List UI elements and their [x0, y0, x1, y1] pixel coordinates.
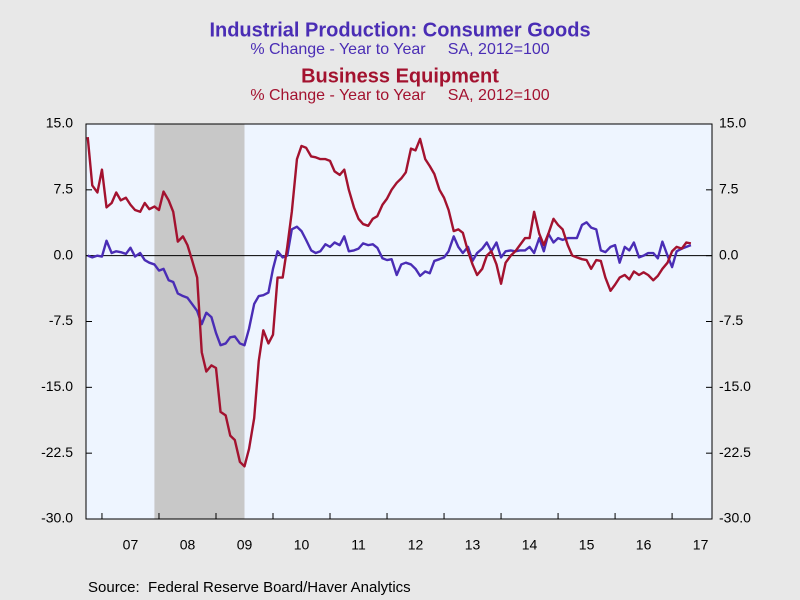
legend-subtitle: % Change - Year to Year SA, 2012=100	[250, 87, 549, 104]
legend-title: Industrial Production: Consumer Goods	[209, 19, 590, 41]
x-tick-label: 10	[294, 537, 310, 553]
plot-frame	[85, 123, 713, 520]
x-tick-label: 15	[579, 537, 595, 553]
y-tick-label: 15.0	[46, 115, 73, 131]
y-tick-label: 0.0	[54, 246, 74, 262]
series-line	[87, 221, 692, 347]
y2-tick-label: -15.0	[719, 378, 751, 394]
series-line	[86, 137, 692, 468]
y2-tick-label: -22.5	[719, 444, 751, 460]
x-tick-label: 14	[522, 537, 538, 553]
y-tick-label: -15.0	[41, 378, 73, 394]
y-tick-label: -30.0	[41, 510, 73, 526]
x-tick-label: 12	[408, 537, 424, 553]
x-tick-label: 08	[180, 537, 196, 553]
y-tick-label: 7.5	[54, 181, 74, 197]
x-tick-label: 16	[636, 537, 652, 553]
x-tick-label: 09	[237, 537, 253, 553]
source-note: Source: Federal Reserve Board/Haver Anal…	[88, 579, 411, 596]
x-tick-label: 07	[123, 537, 139, 553]
legend-title: Business Equipment	[301, 65, 499, 87]
y2-tick-label: -7.5	[719, 312, 743, 328]
x-tick-label: 11	[351, 537, 366, 553]
y-tick-label: -7.5	[49, 312, 73, 328]
legend-subtitle: % Change - Year to Year SA, 2012=100	[250, 41, 549, 58]
y2-tick-label: -30.0	[719, 510, 751, 526]
y2-tick-label: 0.0	[719, 246, 739, 262]
x-tick-label: 17	[693, 537, 709, 553]
x-tick-label: 13	[465, 537, 481, 553]
y2-tick-label: 7.5	[719, 181, 739, 197]
y-tick-label: -22.5	[41, 444, 73, 460]
y2-tick-label: 15.0	[719, 115, 746, 131]
